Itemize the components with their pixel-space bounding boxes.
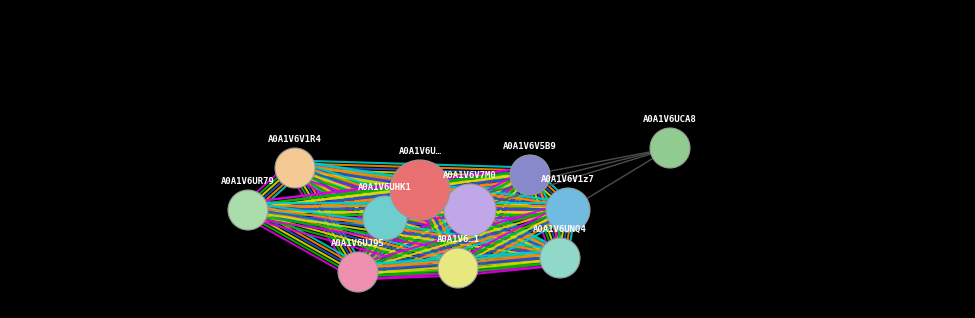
Text: A0A1V6U…: A0A1V6U…	[399, 147, 442, 156]
Circle shape	[438, 248, 478, 288]
Text: A0A1V6UCA8: A0A1V6UCA8	[644, 115, 697, 124]
Circle shape	[650, 128, 690, 168]
Circle shape	[228, 190, 268, 230]
Text: A0A1V6UR79: A0A1V6UR79	[221, 177, 275, 186]
Circle shape	[444, 184, 496, 236]
Text: A0A1V6UHK1: A0A1V6UHK1	[358, 183, 411, 192]
Text: A0A1V6V7M0: A0A1V6V7M0	[443, 171, 497, 180]
Text: A0A1V6V1R4: A0A1V6V1R4	[268, 135, 322, 144]
Circle shape	[510, 155, 550, 195]
Circle shape	[540, 238, 580, 278]
Text: A0A1V6V5B9: A0A1V6V5B9	[503, 142, 557, 151]
Text: A0A1V6…1: A0A1V6…1	[437, 235, 480, 244]
Text: A0A1V6V1z7: A0A1V6V1z7	[541, 175, 595, 184]
Text: A0A1V6UNQ4: A0A1V6UNQ4	[533, 225, 587, 234]
Circle shape	[275, 148, 315, 188]
Circle shape	[338, 252, 378, 292]
Circle shape	[390, 160, 450, 220]
Text: A0A1V6UJ95: A0A1V6UJ95	[332, 239, 385, 248]
Circle shape	[363, 196, 407, 240]
Circle shape	[546, 188, 590, 232]
